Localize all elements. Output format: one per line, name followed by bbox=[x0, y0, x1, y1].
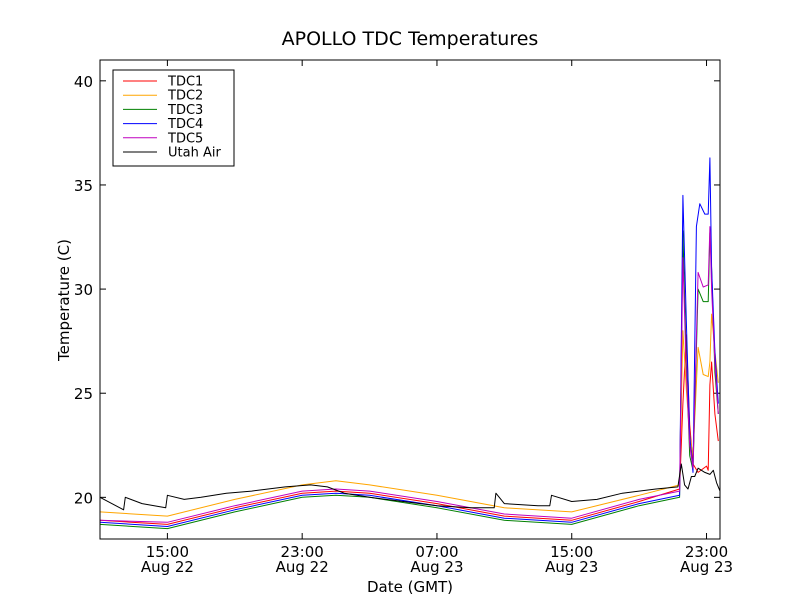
legend-label: TDC4 bbox=[167, 117, 203, 132]
series-lines bbox=[99, 157, 721, 530]
y-axis-ticks: 20 25 30 35 40 bbox=[74, 73, 720, 507]
series-line-tdc4 bbox=[99, 157, 719, 527]
y-tick-label: 30 bbox=[74, 281, 93, 299]
chart-title: APOLLO TDC Temperatures bbox=[282, 28, 539, 50]
x-tick-label-time: 23:00 bbox=[685, 543, 728, 561]
x-tick-label-time: 15:00 bbox=[146, 543, 189, 561]
series-line-tdc1 bbox=[99, 334, 719, 525]
y-tick-label: 40 bbox=[74, 73, 93, 91]
x-tick-label-time: 23:00 bbox=[281, 543, 324, 561]
x-axis-label: Date (GMT) bbox=[367, 578, 453, 596]
legend-label: TDC1 bbox=[167, 75, 203, 90]
plot-frame bbox=[99, 59, 721, 540]
x-tick-label-date: Aug 23 bbox=[410, 558, 463, 576]
x-tick-label-date: Aug 22 bbox=[141, 558, 194, 576]
x-tick-label-date: Aug 23 bbox=[545, 558, 598, 576]
y-tick-label: 25 bbox=[74, 385, 93, 403]
x-tick-label-time: 15:00 bbox=[550, 543, 593, 561]
x-tick-label-time: 07:00 bbox=[415, 543, 458, 561]
x-tick-label-date: Aug 22 bbox=[276, 558, 329, 576]
y-tick-label: 35 bbox=[74, 177, 93, 195]
series-line-tdc5 bbox=[99, 226, 719, 523]
legend-box bbox=[112, 69, 235, 167]
series-line-utah-air bbox=[99, 463, 721, 511]
x-tick-label-date: Aug 23 bbox=[680, 558, 733, 576]
y-tick-label: 20 bbox=[74, 489, 93, 507]
legend-label: TDC3 bbox=[167, 103, 203, 118]
legend-label: TDC5 bbox=[167, 131, 203, 146]
legend-label: TDC2 bbox=[167, 89, 203, 104]
y-axis-label: Temperature (C) bbox=[55, 239, 73, 362]
legend-label: Utah Air bbox=[168, 146, 221, 161]
